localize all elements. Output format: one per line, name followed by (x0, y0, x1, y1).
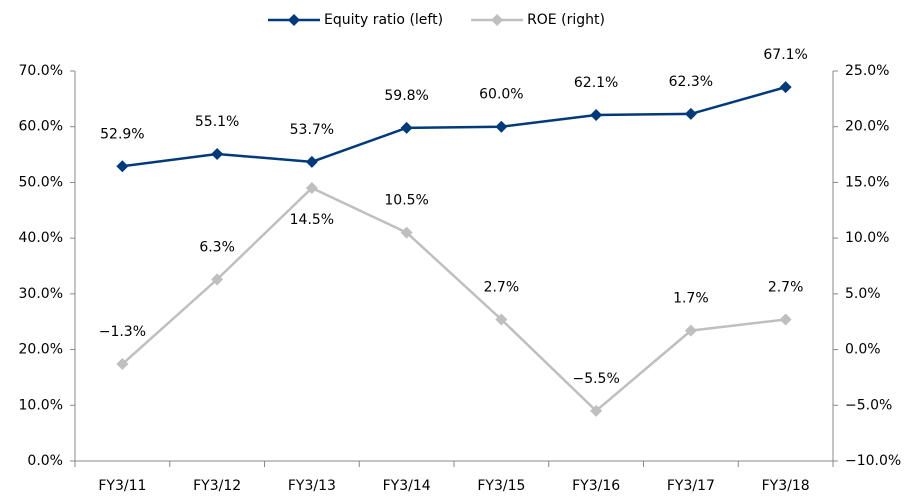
point (590, 404, 603, 417)
point (590, 109, 603, 122)
x-tick-label: FY3/14 (383, 478, 431, 494)
y-tick-label: 0.0% (27, 453, 63, 469)
series-line (121, 186, 786, 413)
data-label: −5.5% (572, 371, 619, 387)
data-label: −1.3% (99, 324, 146, 340)
data-label: 2.7% (768, 279, 804, 295)
y-tick-label: 30.0% (19, 286, 63, 302)
y-tick-label: 60.0% (19, 119, 63, 135)
x-tick-label: FY3/15 (477, 478, 525, 494)
point (684, 324, 697, 337)
y-tick-label: 20.0% (19, 342, 63, 358)
y-tick-label: 50.0% (19, 174, 63, 190)
data-label: 1.7% (673, 291, 709, 307)
data-label: 62.3% (669, 74, 713, 90)
x-tick-label: FY3/16 (572, 478, 620, 494)
y2-tick-label: 0.0% (845, 342, 881, 358)
y-tick-label: 70.0% (19, 63, 63, 79)
data-label: 55.1% (195, 114, 239, 130)
data-label: 59.8% (384, 88, 428, 104)
point (400, 121, 413, 134)
data-label: 60.0% (479, 87, 523, 103)
y2-tick-label: 5.0% (845, 286, 881, 302)
x-tick-label: FY3/12 (193, 478, 241, 494)
data-label: 10.5% (384, 193, 428, 209)
series-line (122, 85, 786, 168)
point (495, 313, 508, 326)
y2-tick-label: −5.0% (845, 397, 892, 413)
y-tick-label: 40.0% (19, 230, 63, 246)
point (779, 81, 792, 94)
point (211, 148, 224, 161)
y-tick-label: 10.0% (19, 397, 63, 413)
legend-marker (288, 14, 300, 26)
point (305, 155, 318, 168)
data-label: 53.7% (290, 122, 334, 138)
x-tick-label: FY3/13 (288, 478, 336, 494)
point (116, 358, 129, 371)
y2-tick-label: 10.0% (845, 230, 889, 246)
point (400, 226, 413, 239)
data-label: 14.5% (290, 212, 334, 228)
data-label: 52.9% (100, 126, 144, 142)
y2-tick-label: 15.0% (845, 174, 889, 190)
legend-label: ROE (right) (527, 12, 605, 28)
y2-tick-label: 25.0% (845, 63, 889, 79)
point (305, 182, 318, 194)
y2-tick-label: 20.0% (845, 119, 889, 135)
point (779, 313, 792, 326)
x-tick-label: FY3/11 (98, 478, 146, 494)
point (684, 107, 697, 120)
data-label: 62.1% (574, 75, 618, 91)
point (116, 160, 129, 173)
data-label: 67.1% (763, 47, 807, 63)
y2-tick-label: −10.0% (845, 453, 901, 469)
legend-label: Equity ratio (left) (324, 12, 443, 28)
x-tick-label: FY3/17 (667, 478, 715, 494)
data-label: 6.3% (199, 239, 235, 255)
point (211, 273, 224, 286)
point (495, 120, 508, 133)
x-tick-label: FY3/18 (762, 478, 810, 494)
legend-marker (491, 14, 504, 26)
data-label: 2.7% (484, 279, 520, 295)
